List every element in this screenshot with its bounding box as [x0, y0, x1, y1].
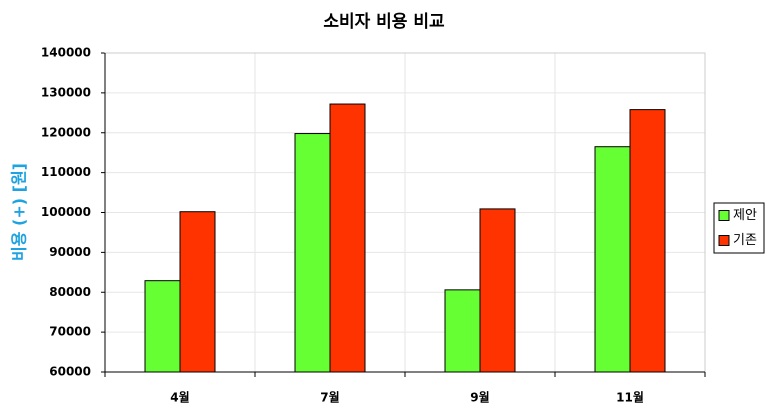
bar: [144, 280, 181, 373]
bar: [629, 109, 666, 373]
y-axis-label: 비용 (+) [원]: [10, 163, 29, 261]
legend-label: 제안: [733, 208, 757, 223]
bar: [329, 103, 366, 373]
y-tick-label: 60000: [49, 365, 91, 379]
chart-title: 소비자 비용 비교: [323, 12, 445, 32]
legend-label: 기존: [733, 233, 757, 248]
y-tick-label: 130000: [41, 85, 91, 99]
y-tick-label: 90000: [49, 245, 91, 259]
bar: [479, 208, 516, 373]
legend-swatch: [718, 235, 730, 246]
y-tick-label: 100000: [41, 205, 91, 219]
x-tick-label: 4월: [170, 390, 189, 405]
y-tick-label: 110000: [41, 165, 91, 179]
bar: [294, 133, 331, 373]
y-tick-label: 80000: [49, 285, 91, 299]
y-tick-label: 140000: [41, 46, 91, 60]
x-tick-label: 9월: [470, 390, 489, 405]
x-tick-label: 7월: [320, 390, 339, 405]
y-tick-label: 70000: [49, 325, 91, 339]
bar: [444, 289, 481, 373]
y-tick-label: 120000: [41, 125, 91, 139]
x-tick-label: 11월: [616, 390, 644, 405]
bar: [594, 146, 631, 373]
legend-swatch: [718, 210, 730, 221]
bar: [179, 211, 216, 373]
